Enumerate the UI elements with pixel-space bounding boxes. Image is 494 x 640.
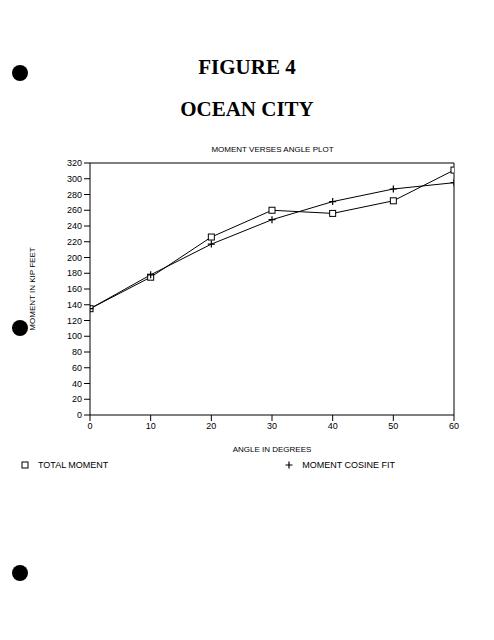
svg-text:60: 60 [72, 363, 82, 373]
svg-text:60: 60 [449, 421, 459, 431]
svg-text:240: 240 [67, 221, 82, 231]
svg-text:100: 100 [67, 331, 82, 341]
html-text:FIGURE 4: FIGURE 4 [198, 55, 296, 79]
svg-text:40: 40 [328, 421, 338, 431]
svg-text:0: 0 [87, 421, 92, 431]
svg-text:220: 220 [67, 237, 82, 247]
svg-text:80: 80 [72, 347, 82, 357]
svg-text:180: 180 [67, 268, 82, 278]
html-text:OCEAN CITY: OCEAN CITY [180, 97, 314, 121]
svg-text:20: 20 [206, 421, 216, 431]
html-text:MOMENT COSINE FIT: MOMENT COSINE FIT [302, 460, 395, 470]
svg-text:ANGLE IN DEGREES: ANGLE IN DEGREES [233, 445, 312, 454]
svg-text:160: 160 [67, 284, 82, 294]
svg-text:260: 260 [67, 205, 82, 215]
svg-text:140: 140 [67, 300, 82, 310]
svg-text:40: 40 [72, 379, 82, 389]
svg-text:50: 50 [388, 421, 398, 431]
html-text:TOTAL MOMENT: TOTAL MOMENT [38, 460, 109, 470]
svg-text:320: 320 [67, 158, 82, 168]
svg-text:20: 20 [72, 394, 82, 404]
svg-text:MOMENT IN KIP FEET: MOMENT IN KIP FEET [28, 247, 37, 330]
svg-text:200: 200 [67, 253, 82, 263]
svg-text:30: 30 [267, 421, 277, 431]
svg-text:10: 10 [146, 421, 156, 431]
html-text:MOMENT VERSES ANGLE PLOT: MOMENT VERSES ANGLE PLOT [211, 145, 334, 154]
svg-text:280: 280 [67, 190, 82, 200]
svg-text:0: 0 [77, 410, 82, 420]
svg-text:300: 300 [67, 174, 82, 184]
svg-text:120: 120 [67, 316, 82, 326]
